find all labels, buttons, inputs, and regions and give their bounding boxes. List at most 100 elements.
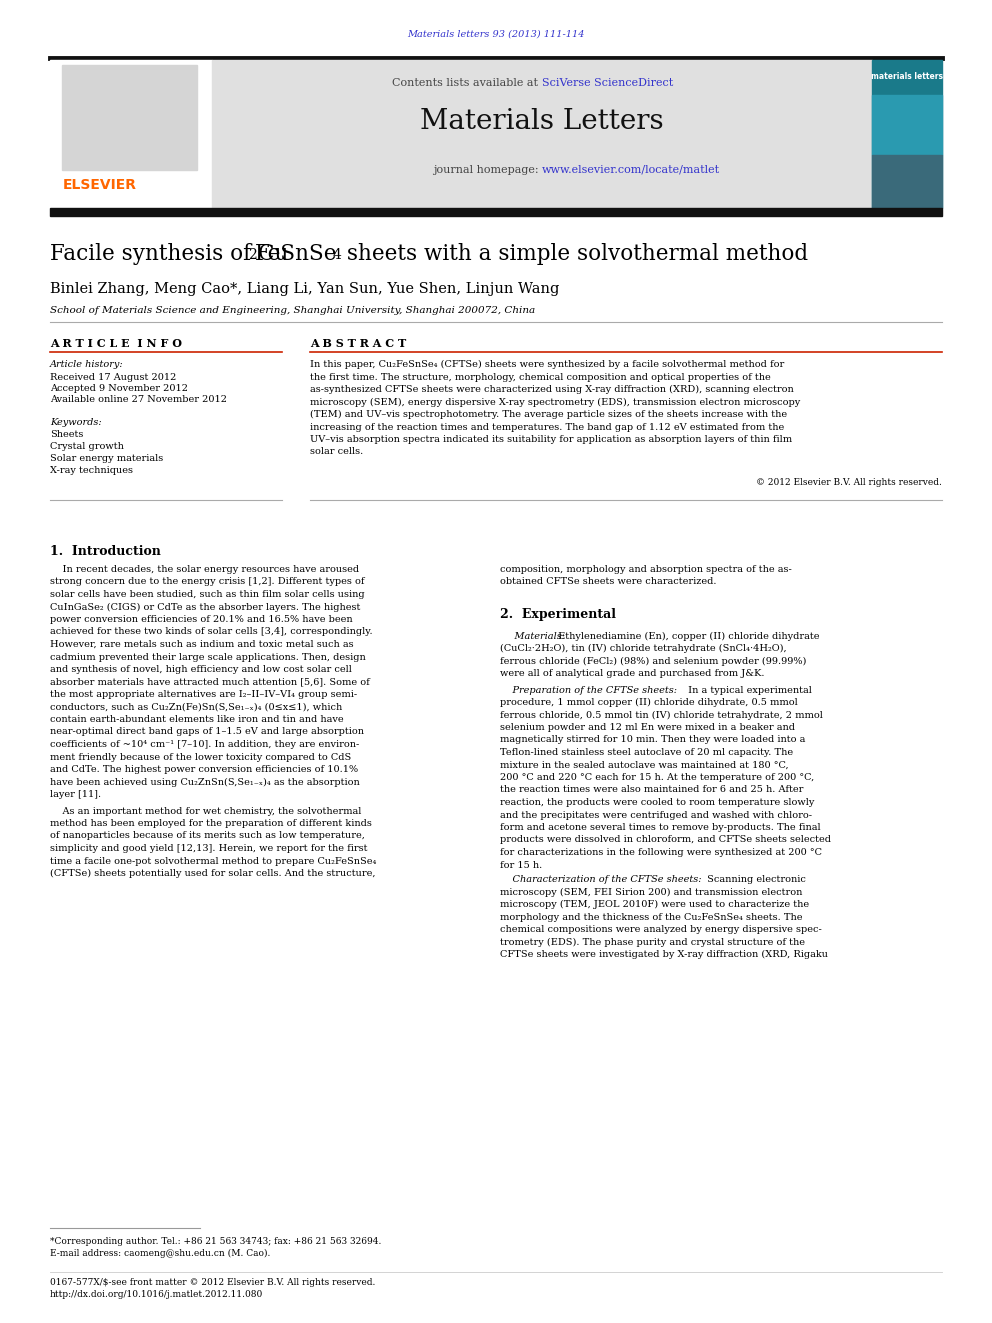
Text: Sheets: Sheets — [50, 430, 83, 439]
Text: microscopy (SEM), energy dispersive X-ray spectrometry (EDS), transmission elect: microscopy (SEM), energy dispersive X-ra… — [310, 397, 801, 406]
Text: composition, morphology and absorption spectra of the as-: composition, morphology and absorption s… — [500, 565, 792, 574]
Text: of nanoparticles because of its merits such as low temperature,: of nanoparticles because of its merits s… — [50, 831, 365, 840]
Text: *Corresponding author. Tel.: +86 21 563 34743; fax: +86 21 563 32694.: *Corresponding author. Tel.: +86 21 563 … — [50, 1237, 381, 1246]
Text: Available online 27 November 2012: Available online 27 November 2012 — [50, 396, 227, 404]
Text: strong concern due to the energy crisis [1,2]. Different types of: strong concern due to the energy crisis … — [50, 578, 364, 586]
Text: Keywords:: Keywords: — [50, 418, 101, 427]
Text: the reaction times were also maintained for 6 and 25 h. After: the reaction times were also maintained … — [500, 786, 804, 795]
Text: Teflon-lined stainless steel autoclave of 20 ml capacity. The: Teflon-lined stainless steel autoclave o… — [500, 747, 794, 757]
Text: A R T I C L E  I N F O: A R T I C L E I N F O — [50, 337, 182, 349]
Text: simplicity and good yield [12,13]. Herein, we report for the first: simplicity and good yield [12,13]. Herei… — [50, 844, 367, 853]
Text: Preparation of the CFTSe sheets:: Preparation of the CFTSe sheets: — [500, 687, 677, 695]
Text: time a facile one-pot solvothermal method to prepare Cu₂FeSnSe₄: time a facile one-pot solvothermal metho… — [50, 856, 376, 865]
Bar — [50, 208, 942, 216]
Text: Binlei Zhang, Meng Cao*, Liang Li, Yan Sun, Yue Shen, Linjun Wang: Binlei Zhang, Meng Cao*, Liang Li, Yan S… — [50, 282, 559, 296]
Text: © 2012 Elsevier B.V. All rights reserved.: © 2012 Elsevier B.V. All rights reserved… — [756, 478, 942, 487]
Text: power conversion efficiencies of 20.1% and 16.5% have been: power conversion efficiencies of 20.1% a… — [50, 615, 352, 624]
Text: increasing of the reaction times and temperatures. The band gap of 1.12 eV estim: increasing of the reaction times and tem… — [310, 422, 785, 431]
Text: ferrous chloride (FeCl₂) (98%) and selenium powder (99.99%): ferrous chloride (FeCl₂) (98%) and selen… — [500, 656, 806, 665]
Text: In recent decades, the solar energy resources have aroused: In recent decades, the solar energy reso… — [50, 565, 359, 574]
Bar — [212, 60, 872, 208]
Text: (CuCl₂·2H₂O), tin (IV) chloride tetrahydrate (SnCl₄·4H₂O),: (CuCl₂·2H₂O), tin (IV) chloride tetrahyd… — [500, 644, 787, 654]
Text: UV–vis absorption spectra indicated its suitability for application as absorptio: UV–vis absorption spectra indicated its … — [310, 435, 793, 445]
Text: Scanning electronic: Scanning electronic — [704, 875, 806, 884]
Text: selenium powder and 12 ml En were mixed in a beaker and: selenium powder and 12 ml En were mixed … — [500, 722, 795, 732]
Text: Received 17 August 2012: Received 17 August 2012 — [50, 373, 177, 382]
Text: A B S T R A C T: A B S T R A C T — [310, 337, 407, 349]
Text: 4: 4 — [333, 247, 342, 262]
Text: ment friendly because of the lower toxicity compared to CdS: ment friendly because of the lower toxic… — [50, 753, 351, 762]
Text: 2: 2 — [248, 247, 257, 262]
Text: ELSEVIER: ELSEVIER — [63, 179, 137, 192]
Text: for 15 h.: for 15 h. — [500, 860, 543, 869]
Bar — [50, 60, 212, 208]
Text: reaction, the products were cooled to room temperature slowly: reaction, the products were cooled to ro… — [500, 798, 814, 807]
Text: Facile synthesis of Cu: Facile synthesis of Cu — [50, 243, 289, 265]
Text: As an important method for wet chemistry, the solvothermal: As an important method for wet chemistry… — [50, 807, 361, 815]
Text: materials letters: materials letters — [871, 71, 943, 81]
Text: near-optimal direct band gaps of 1–1.5 eV and large absorption: near-optimal direct band gaps of 1–1.5 e… — [50, 728, 364, 737]
Text: as-synthesized CFTSe sheets were characterized using X-ray diffraction (XRD), sc: as-synthesized CFTSe sheets were charact… — [310, 385, 794, 394]
Text: and the precipitates were centrifuged and washed with chloro-: and the precipitates were centrifuged an… — [500, 811, 812, 819]
Text: microscopy (TEM, JEOL 2010F) were used to characterize the: microscopy (TEM, JEOL 2010F) were used t… — [500, 900, 809, 909]
Text: cadmium prevented their large scale applications. Then, design: cadmium prevented their large scale appl… — [50, 652, 366, 662]
Text: www.elsevier.com/locate/matlet: www.elsevier.com/locate/matlet — [542, 165, 720, 175]
Text: (CFTSe) sheets potentially used for solar cells. And the structure,: (CFTSe) sheets potentially used for sola… — [50, 869, 376, 878]
Text: were all of analytical grade and purchased from J&K.: were all of analytical grade and purchas… — [500, 669, 765, 677]
Text: procedure, 1 mmol copper (II) chloride dihydrate, 0.5 mmol: procedure, 1 mmol copper (II) chloride d… — [500, 699, 798, 706]
Text: CuInGaSe₂ (CIGS) or CdTe as the absorber layers. The highest: CuInGaSe₂ (CIGS) or CdTe as the absorber… — [50, 602, 360, 611]
Text: achieved for these two kinds of solar cells [3,4], correspondingly.: achieved for these two kinds of solar ce… — [50, 627, 373, 636]
Text: School of Materials Science and Engineering, Shanghai University, Shanghai 20007: School of Materials Science and Engineer… — [50, 306, 535, 315]
Bar — [872, 60, 942, 208]
Bar — [872, 155, 942, 208]
Text: Materials Letters: Materials Letters — [421, 108, 664, 135]
Text: 0167-577X/$-see front matter © 2012 Elsevier B.V. All rights reserved.: 0167-577X/$-see front matter © 2012 Else… — [50, 1278, 375, 1287]
Text: trometry (EDS). The phase purity and crystal structure of the: trometry (EDS). The phase purity and cry… — [500, 938, 805, 947]
Text: morphology and the thickness of the Cu₂FeSnSe₄ sheets. The: morphology and the thickness of the Cu₂F… — [500, 913, 803, 922]
Text: 200 °C and 220 °C each for 15 h. At the temperature of 200 °C,: 200 °C and 220 °C each for 15 h. At the … — [500, 773, 814, 782]
Text: E-mail address: caomeng@shu.edu.cn (M. Cao).: E-mail address: caomeng@shu.edu.cn (M. C… — [50, 1249, 271, 1258]
Text: solar cells.: solar cells. — [310, 447, 363, 456]
Text: ferrous chloride, 0.5 mmol tin (IV) chloride tetrahydrate, 2 mmol: ferrous chloride, 0.5 mmol tin (IV) chlo… — [500, 710, 823, 720]
Text: X-ray techniques: X-ray techniques — [50, 466, 133, 475]
Text: Materials letters 93 (2013) 111-114: Materials letters 93 (2013) 111-114 — [408, 30, 584, 38]
Text: mixture in the sealed autoclave was maintained at 180 °C,: mixture in the sealed autoclave was main… — [500, 761, 789, 770]
Bar — [62, 65, 197, 169]
Text: conductors, such as Cu₂Zn(Fe)Sn(S,Se₁₋ₓ)₄ (0≤x≤1), which: conductors, such as Cu₂Zn(Fe)Sn(S,Se₁₋ₓ)… — [50, 703, 342, 712]
Text: Solar energy materials: Solar energy materials — [50, 454, 164, 463]
Text: method has been employed for the preparation of different kinds: method has been employed for the prepara… — [50, 819, 372, 828]
Text: In this paper, Cu₂FeSnSe₄ (CFTSe) sheets were synthesized by a facile solvotherm: In this paper, Cu₂FeSnSe₄ (CFTSe) sheets… — [310, 360, 785, 369]
Text: Contents lists available at: Contents lists available at — [393, 78, 542, 89]
Text: journal homepage:: journal homepage: — [433, 165, 542, 175]
Text: Ethylenediamine (En), copper (II) chloride dihydrate: Ethylenediamine (En), copper (II) chlori… — [555, 632, 819, 642]
Text: and CdTe. The highest power conversion efficiencies of 10.1%: and CdTe. The highest power conversion e… — [50, 765, 358, 774]
Text: absorber materials have attracted much attention [5,6]. Some of: absorber materials have attracted much a… — [50, 677, 370, 687]
Text: FeSnSe: FeSnSe — [255, 243, 337, 265]
Text: magnetically stirred for 10 min. Then they were loaded into a: magnetically stirred for 10 min. Then th… — [500, 736, 806, 745]
Text: (TEM) and UV–vis spectrophotometry. The average particle sizes of the sheets inc: (TEM) and UV–vis spectrophotometry. The … — [310, 410, 787, 419]
Text: obtained CFTSe sheets were characterized.: obtained CFTSe sheets were characterized… — [500, 578, 716, 586]
Text: In a typical experimental: In a typical experimental — [685, 687, 811, 695]
Text: Article history:: Article history: — [50, 360, 124, 369]
Text: Accepted 9 November 2012: Accepted 9 November 2012 — [50, 384, 188, 393]
Text: for characterizations in the following were synthesized at 200 °C: for characterizations in the following w… — [500, 848, 822, 857]
Text: However, rare metals such as indium and toxic metal such as: However, rare metals such as indium and … — [50, 640, 353, 650]
Text: sheets with a simple solvothermal method: sheets with a simple solvothermal method — [340, 243, 808, 265]
Text: coefficients of ~10⁴ cm⁻¹ [7–10]. In addition, they are environ-: coefficients of ~10⁴ cm⁻¹ [7–10]. In add… — [50, 740, 359, 749]
Text: products were dissolved in chloroform, and CFTSe sheets selected: products were dissolved in chloroform, a… — [500, 836, 831, 844]
Text: and synthesis of novel, high efficiency and low cost solar cell: and synthesis of novel, high efficiency … — [50, 665, 352, 673]
Text: http://dx.doi.org/10.1016/j.matlet.2012.11.080: http://dx.doi.org/10.1016/j.matlet.2012.… — [50, 1290, 263, 1299]
Text: 2.  Experimental: 2. Experimental — [500, 609, 616, 620]
Text: CFTSe sheets were investigated by X-ray diffraction (XRD, Rigaku: CFTSe sheets were investigated by X-ray … — [500, 950, 828, 959]
Text: solar cells have been studied, such as thin film solar cells using: solar cells have been studied, such as t… — [50, 590, 365, 599]
Text: the most appropriate alternatives are I₂–II–IV–VI₄ group semi-: the most appropriate alternatives are I₂… — [50, 691, 357, 699]
Text: contain earth-abundant elements like iron and tin and have: contain earth-abundant elements like iro… — [50, 714, 343, 724]
Text: the first time. The structure, morphology, chemical composition and optical prop: the first time. The structure, morpholog… — [310, 373, 771, 381]
Text: layer [11].: layer [11]. — [50, 790, 101, 799]
Text: chemical compositions were analyzed by energy dispersive spec-: chemical compositions were analyzed by e… — [500, 925, 821, 934]
Text: SciVerse ScienceDirect: SciVerse ScienceDirect — [542, 78, 674, 89]
Text: microscopy (SEM, FEI Sirion 200) and transmission electron: microscopy (SEM, FEI Sirion 200) and tra… — [500, 888, 803, 897]
Text: form and acetone several times to remove by-products. The final: form and acetone several times to remove… — [500, 823, 820, 832]
Text: Characterization of the CFTSe sheets:: Characterization of the CFTSe sheets: — [500, 875, 701, 884]
Text: Crystal growth: Crystal growth — [50, 442, 124, 451]
